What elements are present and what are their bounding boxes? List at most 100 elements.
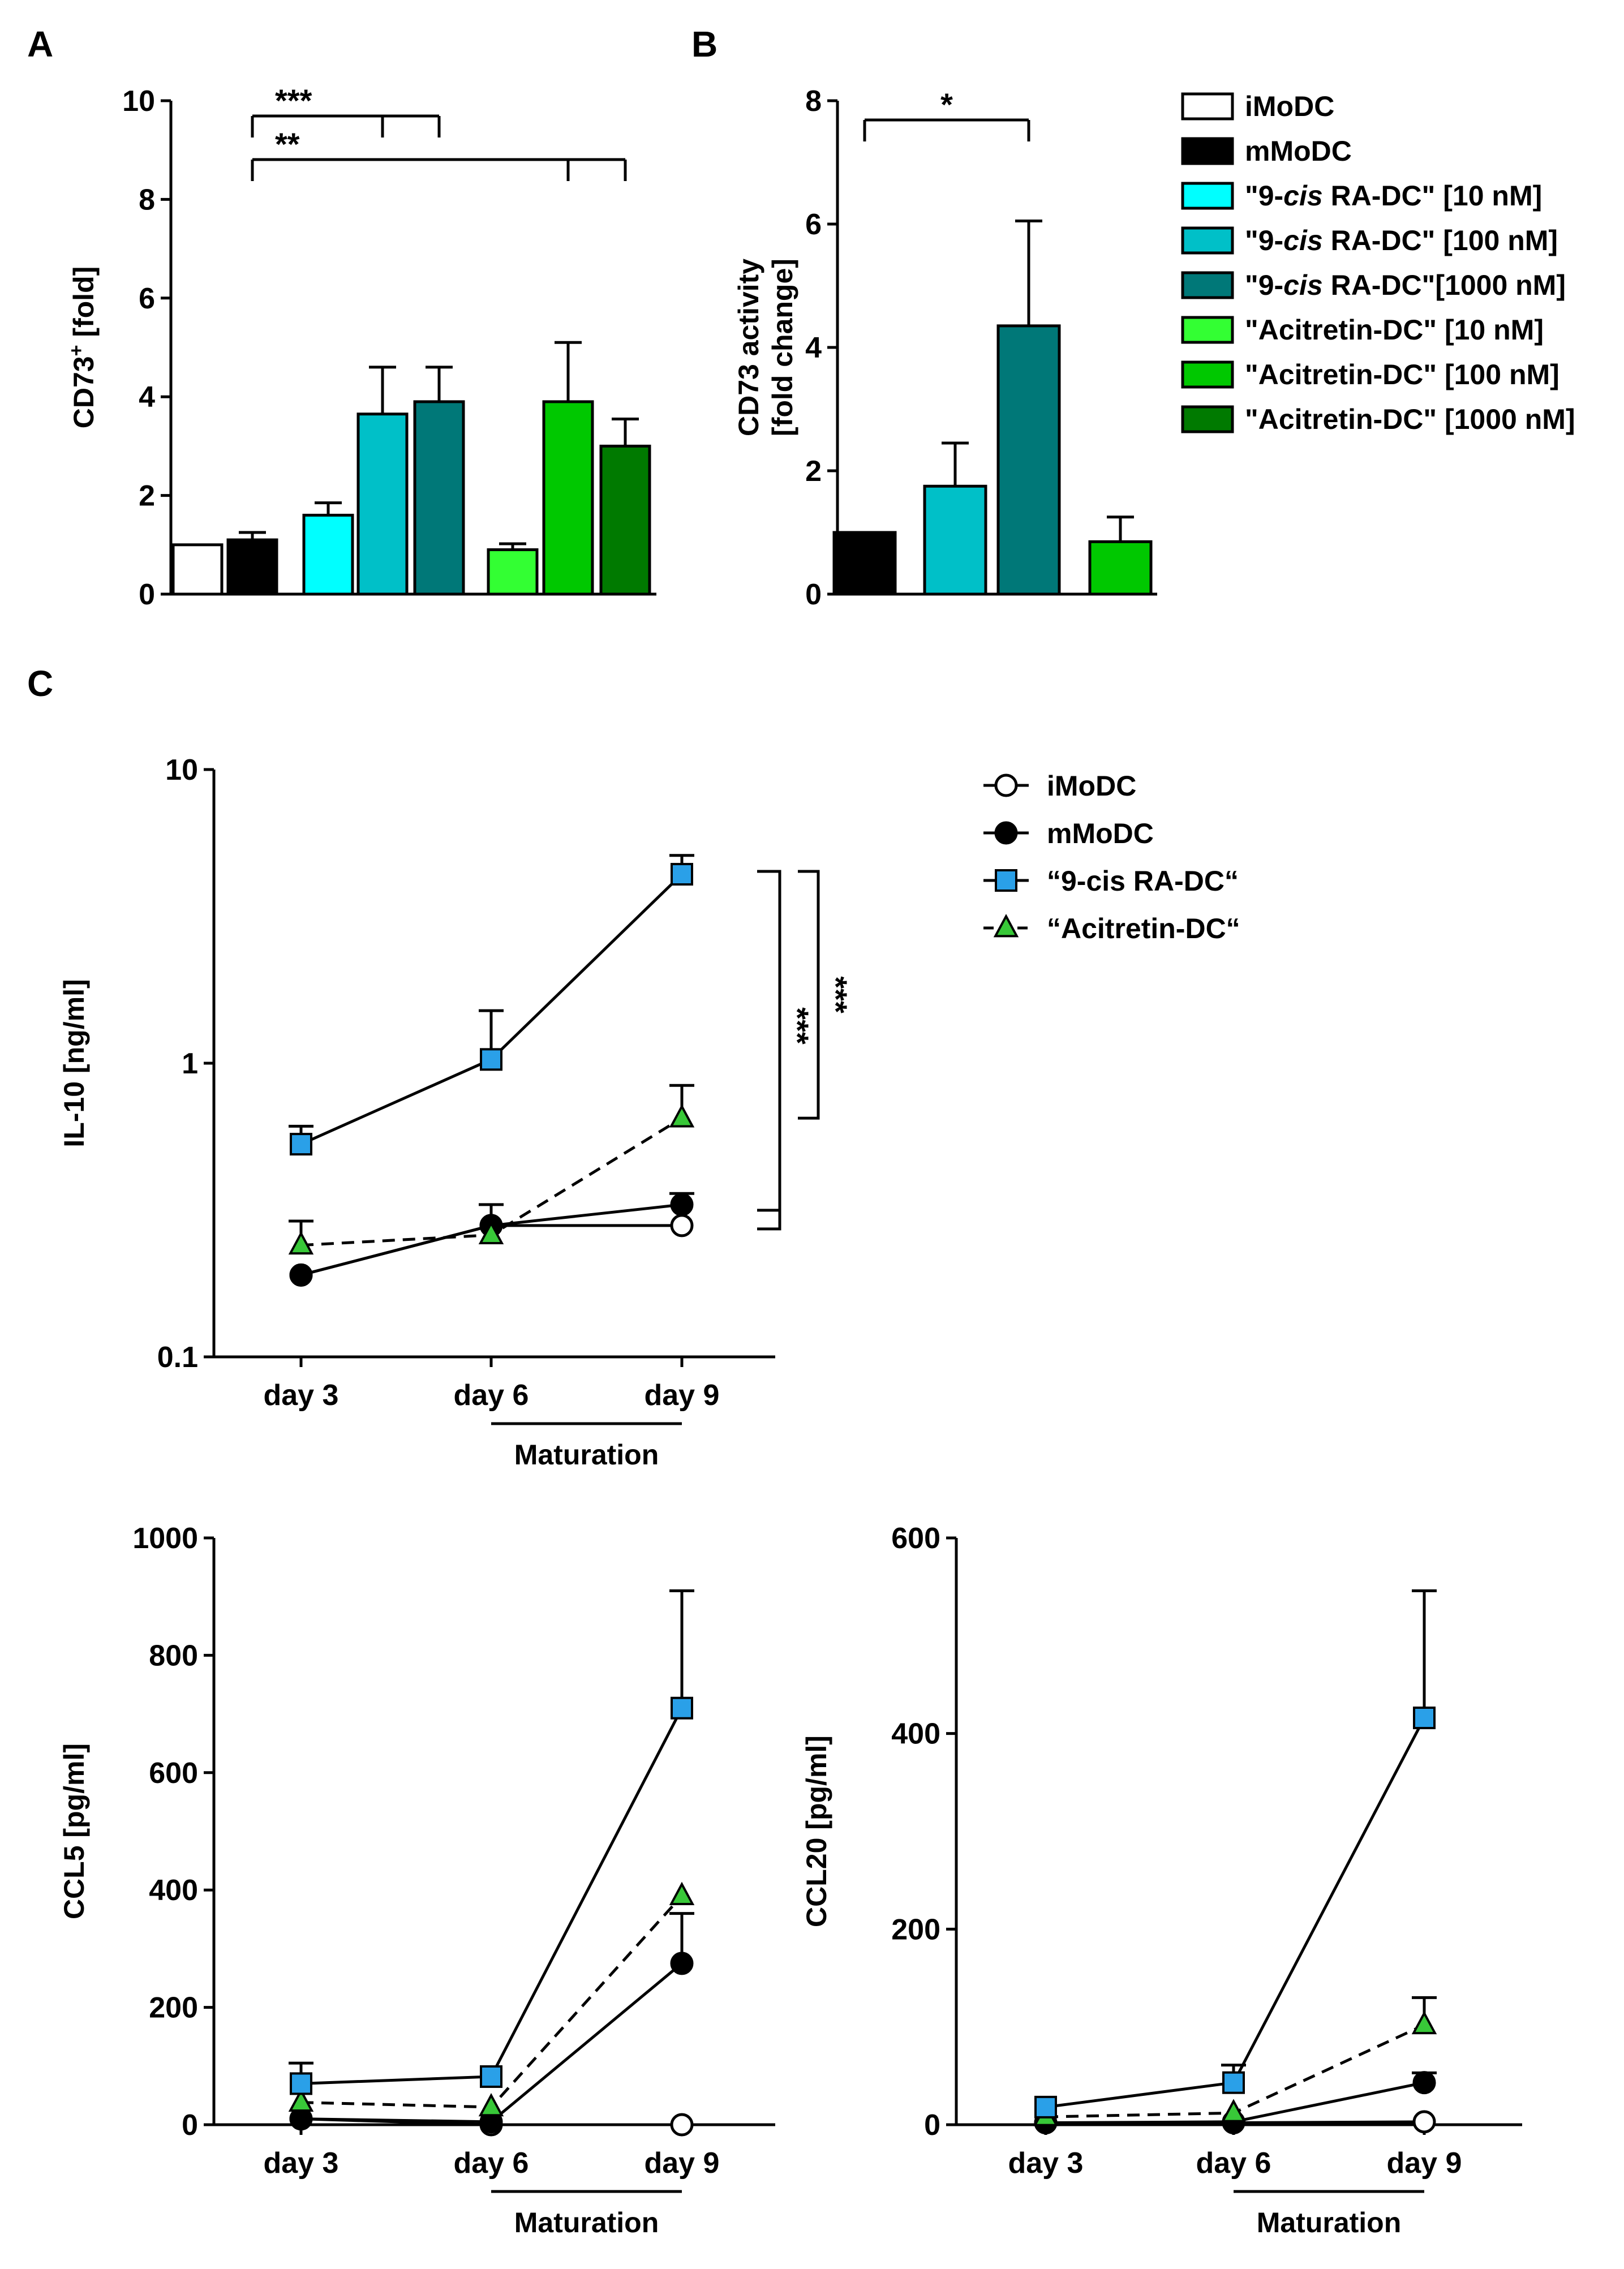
chart-c-il10-y-tick-label: 1 (182, 1047, 198, 1080)
point-mmodc (289, 2107, 313, 2131)
chart-b-y-label-line1: CD73 activity (733, 259, 764, 436)
panel-label-c: C (27, 663, 53, 704)
legend-swatch (1181, 271, 1234, 299)
bar-9-cis-ra-dc-10-nm (302, 513, 354, 596)
bar-9-cis-ra-dc-100-nm (356, 412, 409, 596)
chart-b-y-tick-label: 2 (805, 455, 822, 488)
bar-imodc (171, 543, 224, 596)
legend-label: “9-cis RA-DC“ (1047, 865, 1239, 897)
chart-b-y-tick-label: 8 (805, 85, 822, 118)
legend-label: "9-cis RA-DC" [100 nM] (1245, 225, 1558, 256)
chart-c-ccl5-y-tick-label: 600 (149, 1757, 198, 1790)
chart-c-il10: 0.1 1 10 day 3 day 6 day 9 Maturation IL-10 [ng… (58, 754, 854, 1471)
series-line-9-cis-ra-dc (300, 873, 683, 1146)
legend-label: iMoDC (1047, 770, 1136, 802)
chart-c-ccl5-y-tick-label: 200 (149, 1992, 198, 2025)
chart-c-il10-maturation-label: Maturation (514, 1439, 659, 1471)
chart-b-y-label-line2: [fold change] (767, 259, 798, 436)
point-acitretin-dc (1221, 2099, 1247, 2122)
chart-c-ccl20-y-tick-label: 200 (891, 1913, 940, 1946)
legend-swatch (1181, 137, 1234, 165)
point-acitretin-dc (478, 2092, 504, 2117)
chart-c-il10-y-tick-label: 10 (165, 754, 198, 787)
chart-c-ccl20-y-tick-label: 0 (924, 2109, 940, 2142)
legend-label: iMoDC (1245, 91, 1334, 122)
chart-c-ccl20-x-tick-label: day 9 (1387, 2147, 1462, 2180)
chart-c-ccl5-y-tick-label: 800 (149, 1639, 198, 1672)
legend-label: "9-cis RA-DC" [10 nM] (1245, 180, 1542, 212)
legend-label: "Acitretin-DC" [10 nM] (1245, 314, 1544, 346)
chart-c-il10-x-tick-label: day 6 (454, 1379, 529, 1412)
point-acitretin-dc (288, 2088, 314, 2112)
point-mmodc (289, 1263, 313, 1287)
legend-marker (993, 914, 1019, 938)
bar-9-cis-ra-dc-1000-nm (413, 400, 465, 596)
chart-c-il10-x-tick-label: day 9 (645, 1379, 720, 1412)
point-9-cis-ra-dc (671, 1696, 693, 1720)
point-mmodc (670, 1952, 694, 1975)
legend-line-charts: iMoDC mMoDC “9-cis RA-DC“ “Acitretin-DC“ (983, 770, 1240, 944)
significance-label: ** (275, 126, 300, 162)
bar-mmodc (832, 531, 897, 596)
significance-bracket (798, 870, 820, 1120)
chart-a-y-label: CD73+ [fold] (66, 267, 100, 429)
chart-b-y-tick-label: 4 (805, 332, 822, 364)
chart-c-ccl5-x-tick-label: day 9 (645, 2147, 720, 2180)
chart-c-ccl5-y-tick-label: 1000 (132, 1522, 198, 1555)
chart-c-ccl5-x-tick-label: day 6 (454, 2147, 529, 2180)
point-9-cis-ra-dc (480, 1048, 502, 1071)
chart-c-ccl5-y-tick-label: 400 (149, 1874, 198, 1907)
chart-c-ccl20: 0 200 400 600 day 3 day 6 day 9 Maturation CCL20… (801, 1522, 1522, 2238)
panel-label-a: A (27, 24, 53, 65)
legend-label: “Acitretin-DC“ (1047, 913, 1240, 944)
bar-acitretin-dc-100-nm (542, 400, 594, 596)
legend-label: mMoDC (1245, 135, 1352, 167)
legend-swatch (1181, 316, 1234, 344)
chart-c-ccl20-maturation-label: Maturation (1257, 2207, 1402, 2238)
legend-bar-charts: iMoDC mMoDC "9-cis RA-DC" [10 nM] "9-cis RA… (1181, 91, 1575, 435)
chart-c-il10-x-tick-label: day 3 (264, 1379, 339, 1412)
point-9-cis-ra-dc (1413, 1707, 1436, 1730)
chart-c-ccl5: 0 200 400 600 800 1000 day 3 day 6 day 9 Maturati… (58, 1522, 775, 2238)
point-acitretin-dc (288, 1231, 314, 1255)
chart-a-y-tick-label: 6 (139, 282, 155, 315)
bar-acitretin-dc-100-nm (1088, 540, 1153, 596)
point-acitretin-dc (669, 1104, 695, 1128)
series-line-9-cis-ra-dc (300, 1707, 684, 2085)
significance-label: *** (275, 83, 312, 118)
point-imodc (670, 2113, 694, 2137)
series-line-9-cis-ra-dc (1045, 1717, 1426, 2109)
bar-acitretin-dc-1000-nm (599, 444, 651, 596)
legend-swatch (1181, 226, 1234, 255)
chart-b-cd73-activity: 0 2 4 6 8 * CD73 activity [fold change] (733, 85, 1157, 611)
legend-label: mMoDC (1047, 818, 1154, 849)
point-acitretin-dc (1411, 2010, 1437, 2035)
chart-c-ccl20-y-tick-label: 400 (891, 1718, 940, 1751)
chart-c-ccl20-y-label: CCL20 [pg/ml] (801, 1735, 832, 1927)
bar-9-cis-ra-dc-1000-nm (996, 324, 1061, 596)
point-9-cis-ra-dc (671, 863, 693, 886)
point-acitretin-dc (669, 1881, 695, 1905)
bar-mmodc (226, 538, 278, 596)
panel-label-b: B (691, 24, 718, 65)
chart-c-il10-y-tick-label: 0.1 (157, 1341, 198, 1374)
chart-a-y-tick-label: 0 (139, 578, 155, 611)
chart-a-y-tick-label: 10 (122, 85, 155, 118)
point-9-cis-ra-dc (290, 2072, 312, 2095)
chart-c-il10-y-label: IL-10 [ng/ml] (58, 979, 90, 1147)
significance-label: * (940, 87, 953, 122)
legend-swatch (1181, 360, 1234, 389)
point-mmodc (670, 1193, 694, 1217)
bar-acitretin-dc-10-nm (487, 548, 539, 596)
legend-swatch (1181, 92, 1234, 121)
chart-c-ccl5-x-tick-label: day 3 (264, 2147, 339, 2180)
point-9-cis-ra-dc (290, 1133, 312, 1156)
bar-9-cis-ra-dc-100-nm (923, 484, 987, 596)
significance-bracket (757, 870, 781, 1231)
point-imodc (670, 1214, 694, 1237)
legend-label: "9-cis RA-DC"[1000 nM] (1245, 269, 1566, 301)
legend-marker (994, 773, 1018, 797)
chart-c-ccl5-maturation-label: Maturation (514, 2207, 659, 2238)
